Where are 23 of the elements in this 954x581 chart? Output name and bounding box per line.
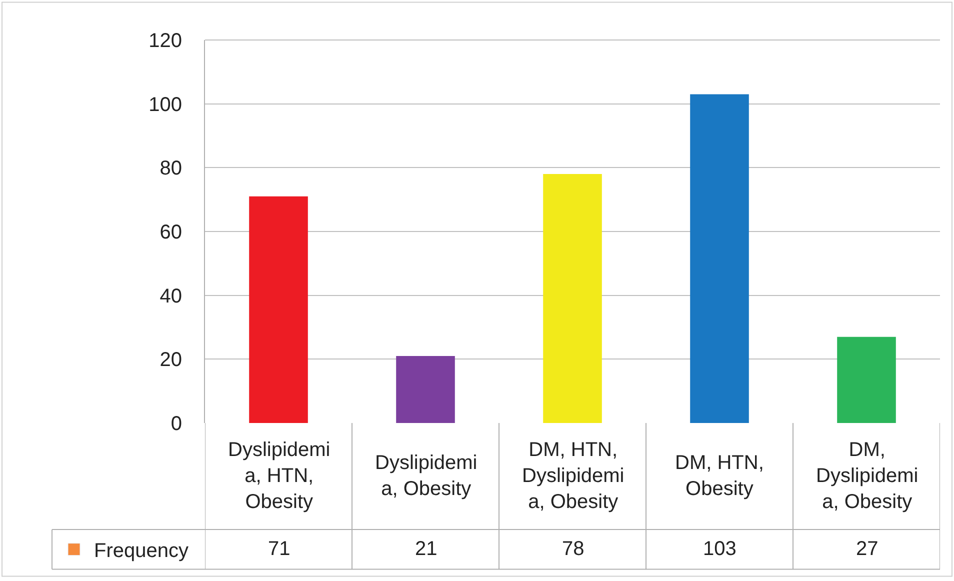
data-label: 27 xyxy=(856,538,878,560)
data-label: 21 xyxy=(415,538,438,560)
y-tick-label: 40 xyxy=(160,285,182,308)
text: Frequency xyxy=(94,540,188,562)
bar xyxy=(837,336,896,423)
bar xyxy=(690,94,749,423)
y-tick-label: 0 xyxy=(170,413,182,435)
x-tick-label: DM, Dyslipidemia, Obesity xyxy=(816,439,918,513)
data-label: 78 xyxy=(562,538,584,560)
x-tick-label: Dyslipidemia, Obesity xyxy=(375,452,478,500)
data-label: 103 xyxy=(703,538,736,560)
bar xyxy=(543,174,602,423)
y-tick-label: 80 xyxy=(160,158,182,180)
x-tick-label: Dyslipidemia, HTN, Obesity xyxy=(228,439,330,513)
y-tick-label: 120 xyxy=(148,30,182,52)
bar xyxy=(396,356,455,423)
x-tick-label: DM, HTN, Obesity xyxy=(675,452,764,500)
y-tick-label: 100 xyxy=(148,94,182,116)
y-tick-label: 60 xyxy=(160,222,182,244)
x-tick-label: DM, HTN, Dyslipidemia, Obesity xyxy=(522,439,624,513)
y-tick-label: 20 xyxy=(160,349,182,372)
bar xyxy=(249,196,308,423)
data-label: 71 xyxy=(268,538,290,560)
